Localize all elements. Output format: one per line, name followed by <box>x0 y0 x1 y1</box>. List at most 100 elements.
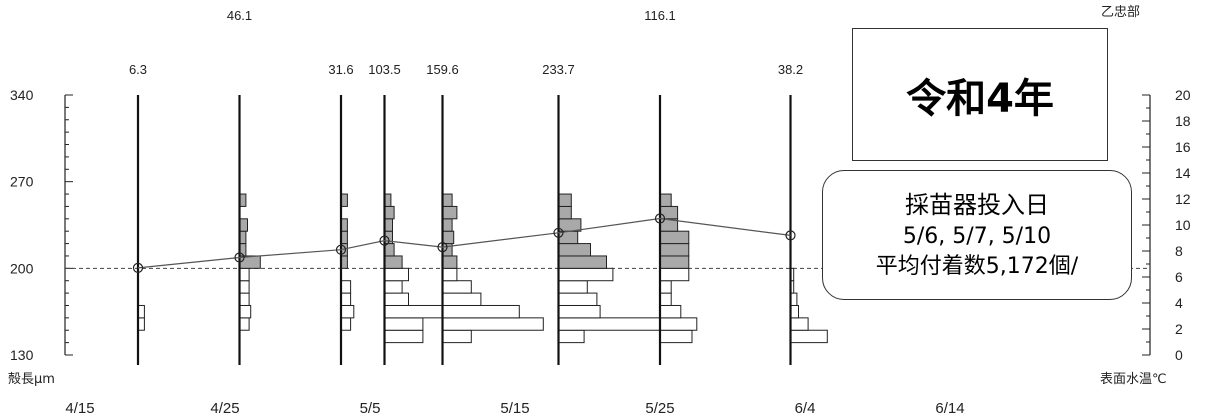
sample-histogram <box>789 95 828 365</box>
histogram-bar <box>239 267 250 282</box>
sample-count-label: 38.2 <box>778 62 803 77</box>
histogram-bar <box>659 292 672 306</box>
right-tick-label: 2 <box>1175 321 1183 337</box>
year-title: 令和4年 <box>906 75 1054 122</box>
left-tick-label: 200 <box>10 260 34 276</box>
sample-count-label: 31.6 <box>328 62 353 77</box>
left-tick-label: 130 <box>10 347 34 363</box>
sample-histogram <box>339 95 355 365</box>
average-attachment-count: 平均付着数5,172個/ <box>875 254 1079 279</box>
histogram-bar <box>384 280 403 294</box>
x-tick-label: 5/5 <box>360 400 381 417</box>
histogram-bar <box>442 267 458 282</box>
histogram-bar <box>239 292 250 306</box>
right-tick-label: 16 <box>1175 139 1191 155</box>
axes-layer: 130 200 270 340 殻長μm 0 2 4 6 8 10 12 14 16 18 20 表面水温℃ 4/… <box>8 87 1191 417</box>
histogram-bar <box>384 317 424 331</box>
histogram-bar <box>384 205 395 220</box>
water-temperature-point <box>132 262 144 273</box>
sample-histogram <box>383 95 443 365</box>
histogram-bar <box>340 304 355 319</box>
histogram-bar <box>442 230 455 245</box>
histogram-bar <box>558 230 579 245</box>
sample-histogram <box>136 95 145 365</box>
corner-label: 乙忠部 <box>1101 4 1140 19</box>
x-tick-label: 5/15 <box>500 400 529 417</box>
histogram-bar <box>790 304 799 319</box>
histogram-bar <box>239 304 252 319</box>
histogram-bar <box>442 218 453 232</box>
sample-histogram <box>557 95 675 365</box>
histogram-bar <box>659 193 672 207</box>
sample-histogram <box>658 95 698 365</box>
right-tick-label: 4 <box>1175 295 1183 311</box>
histogram-bar <box>384 255 403 269</box>
right-tick-label: 12 <box>1175 191 1191 207</box>
histogram-bar <box>659 317 698 331</box>
water-temperature-point <box>553 227 564 238</box>
x-tick-label: 4/15 <box>65 400 94 417</box>
histogram-bar <box>558 193 572 207</box>
collector-dates: 5/6, 5/7, 5/10 <box>902 224 1052 249</box>
left-axis-title: 殻長μm <box>8 372 55 387</box>
histogram-bar <box>442 317 544 331</box>
histogram-bar <box>384 304 443 319</box>
histogram-bar <box>558 292 598 306</box>
histogram-bar <box>239 218 248 232</box>
x-tick-label: 4/25 <box>210 400 239 417</box>
sample-count-label: 6.3 <box>129 62 147 77</box>
collector-date-heading: 採苗器投入日 <box>905 191 1049 219</box>
x-tick-label: 6/4 <box>795 400 816 417</box>
histogram-bar <box>790 329 828 344</box>
right-tick-label: 20 <box>1175 87 1191 103</box>
histogram-bar <box>659 255 690 269</box>
histogram-bar <box>659 243 690 257</box>
temperature-layer <box>132 213 796 273</box>
year-title-box: 令和4年 <box>852 28 1108 161</box>
histogram-bar <box>384 218 393 232</box>
histogram-bar <box>659 230 690 245</box>
histogram-bar <box>659 280 672 294</box>
water-temperature-point <box>234 252 245 263</box>
left-tick-label: 270 <box>10 174 34 190</box>
right-tick-label: 0 <box>1175 347 1183 363</box>
x-tick-label: 6/14 <box>935 400 964 417</box>
collector-info-box: 採苗器投入日 5/6, 5/7, 5/10 平均付着数5,172個/ <box>822 170 1132 300</box>
right-tick-label: 14 <box>1175 165 1191 181</box>
histogram-bar <box>442 329 472 344</box>
sample-count-label: 159.6 <box>426 62 459 77</box>
histogram-bar <box>442 280 472 294</box>
histogram-bar <box>239 317 250 331</box>
right-tick-label: 6 <box>1175 269 1183 285</box>
histogram-bar <box>239 280 250 294</box>
water-temperature-line <box>137 217 791 269</box>
sample-count-label: 46.1 <box>227 8 252 23</box>
histogram-bar <box>340 280 352 294</box>
water-temperature-point <box>654 213 666 224</box>
right-tick-label: 18 <box>1175 113 1191 129</box>
histogram-bar <box>442 193 453 207</box>
label-layer: 6.3 46.1 31.6 103.5 159.6 233.7 116.1 38.2 <box>129 8 803 77</box>
histogram-bar <box>340 292 352 306</box>
histogram-bar <box>384 329 424 344</box>
histogram-bar <box>558 329 585 344</box>
histogram-layer <box>136 95 828 365</box>
sample-count-label: 103.5 <box>368 62 401 77</box>
histogram-bar <box>659 304 682 319</box>
histogram-bar <box>558 267 614 282</box>
histogram-bar <box>442 304 520 319</box>
histogram-bar <box>340 317 352 331</box>
right-axis-title: 表面水温℃ <box>1100 372 1167 387</box>
histogram-bar <box>659 205 679 220</box>
histogram-bar <box>558 317 675 331</box>
histogram-bar <box>558 205 572 220</box>
histogram-bar <box>442 205 458 220</box>
water-temperature-point <box>437 242 448 253</box>
sample-histogram <box>441 95 544 365</box>
histogram-bar <box>384 267 409 282</box>
sample-histogram <box>238 95 261 365</box>
histogram-bar <box>558 255 607 269</box>
right-tick-label: 10 <box>1175 217 1191 233</box>
histogram-bar <box>659 329 693 344</box>
